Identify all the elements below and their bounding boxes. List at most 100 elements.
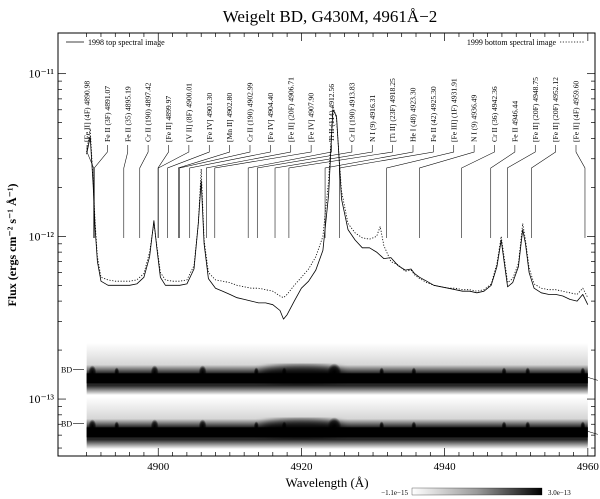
legend-right-label: 1999 bottom spectral image (467, 38, 557, 47)
emission-knot (501, 421, 507, 432)
line-id-leader (158, 145, 190, 238)
y-axis: 10⁻¹¹ 10⁻¹² 10⁻¹³ (28, 67, 595, 449)
line-identifications: [Fe II] (4F) 4890.98 Fe II (3F) 4891.07 Fe… (83, 77, 586, 238)
line-id: [Fe II] (20F) 4948.75 (507, 77, 540, 238)
line-id: [Fe II] (20F) 4906.71 (206, 77, 295, 238)
line-id-leader (123, 145, 129, 238)
emission-knot (501, 367, 507, 378)
y-tick-label: 10⁻¹³ (28, 392, 54, 406)
colorbar-gradient (411, 487, 543, 496)
x-tick-label: 4920 (290, 461, 313, 473)
line-id: [Fe II] 4899.97 (157, 96, 173, 238)
emission-knot (379, 367, 385, 378)
line-id: [Fe IV] 4904.40 (189, 93, 275, 238)
line-id-label: N I (9) 4916.31 (368, 95, 377, 142)
line-id-leader (288, 145, 393, 238)
line-id: [V II] (8F) 4900.01 (158, 83, 193, 238)
line-id-leader (461, 145, 495, 238)
line-id-leader (178, 145, 230, 238)
line-id-label: [Ti II] (23F) 4918.25 (388, 78, 397, 142)
line-id-leader (507, 145, 536, 238)
line-id: [Fe II] (4F) 4959.60 (572, 81, 586, 238)
line-id-label: Cr II (190) 4913.83 (347, 82, 356, 142)
emission-knot (114, 421, 120, 432)
line-id: He I (48) 4923.30 (324, 87, 418, 238)
emission-knot (411, 367, 417, 378)
line-id-leader (179, 145, 251, 238)
line-id-leader (214, 145, 312, 238)
colorbar-min-label: −1.1e−15 (381, 489, 408, 497)
line-id-label: Cr II (190) 4897.42 (144, 82, 153, 142)
line-id: Cr II (190) 4913.83 (256, 82, 356, 238)
y-axis-label: Flux (ergs cm⁻² s⁻¹ Å⁻¹) (5, 183, 19, 306)
line-id: [Fe II] (20F) 4952.12 (531, 77, 560, 238)
emission-knot (253, 367, 259, 378)
line-id: [Fe IV] 4901.30 (167, 93, 214, 238)
legend-right: 1999 bottom spectral image (467, 38, 584, 47)
line-id: Cr II (190) 4897.42 (139, 82, 153, 238)
line-id: [Ti II] (23F) 4918.25 (288, 78, 397, 238)
line-id-label: Fe II (3F) 4891.07 (103, 86, 112, 142)
line-id-leader (247, 145, 332, 238)
line-id: N I (9) 4936.49 (419, 95, 479, 238)
line-id-leader (490, 145, 516, 238)
colorbar: −1.1e−15 3.0e−13 (381, 487, 571, 497)
colorbar-max-label: 3.0e−13 (548, 489, 571, 497)
line-id: [Fe III] (1F) 4931.91 (386, 78, 458, 238)
line-id: Fe II (42) 4925.30 (339, 86, 438, 238)
line-id: [Mn II] 4902.80 (178, 93, 234, 238)
line-id-label: [Fe II] (20F) 4952.12 (551, 77, 560, 142)
y-tick-label: 10⁻¹² (28, 229, 54, 243)
line-id-label: He I (48) 4923.30 (409, 87, 418, 142)
line-id-label: [Mn II] 4902.80 (225, 93, 234, 142)
line-id-label: N I (9) 4936.49 (470, 95, 479, 142)
spectral-image-2: BDA (61, 397, 600, 449)
line-id-label: [Fe II] 4899.97 (164, 96, 173, 142)
emission-knot (379, 421, 385, 432)
line-id: N I (9) 4916.31 (274, 95, 377, 238)
line-id-leader (189, 145, 271, 238)
x-tick-label: 4900 (147, 461, 170, 473)
emission-knot (525, 421, 531, 432)
line-id-leader (274, 145, 373, 238)
emission-knot (150, 365, 159, 380)
emission-knot (114, 367, 120, 378)
line-id-label: Cr II (36) 4942.36 (490, 86, 499, 142)
emission-knot (253, 421, 259, 432)
line-id-label: [Fe II] (4F) 4890.98 (83, 81, 92, 142)
line-id-label: [V II] (8F) 4900.01 (184, 83, 193, 142)
line-id: Cr II (190) 4902.99 (179, 82, 255, 238)
line-id-label: Fe II 4946.44 (510, 101, 519, 142)
emission-knot (198, 419, 207, 434)
central-bulge (259, 419, 344, 438)
line-id-leader (531, 145, 556, 238)
line-id-leader (139, 145, 149, 238)
chart-title: Weigelt BD, G430M, 4961Å−2 (223, 7, 438, 26)
emission-knot (198, 365, 207, 380)
emission-knot (327, 363, 342, 382)
line-id-leader (324, 145, 414, 238)
line-id: Cr II (36) 4942.36 (461, 86, 499, 238)
spectral-image-left-label: BD (61, 365, 72, 374)
emission-knot (281, 421, 287, 432)
x-axis: 4900 4920 4940 4960 (86, 33, 599, 473)
emission-knot (281, 367, 287, 378)
spectral-images: BDABDA (61, 343, 600, 449)
line-id-leader (86, 145, 94, 238)
line-id-label: Ti II (114) 4912.56 (327, 84, 336, 142)
spectral-image-right-tick (587, 431, 598, 435)
emission-knot (580, 421, 586, 432)
series-lines (86, 105, 589, 320)
line-id-leader (206, 145, 292, 238)
line-id: Ti II (114) 4912.56 (247, 84, 336, 238)
legend: 1998 top spectral image 1999 bottom spec… (66, 38, 584, 47)
line-id-leader (94, 145, 108, 238)
emission-knot (411, 421, 417, 432)
x-tick-label: 4940 (434, 461, 457, 473)
line-id-leader (157, 145, 169, 238)
line-id-label: [Fe III] (1F) 4931.91 (449, 78, 458, 142)
emission-knot (88, 365, 97, 380)
line-id-leader (167, 145, 210, 238)
line-id-leader (575, 145, 586, 238)
spectral-image-right-tick (587, 377, 598, 381)
